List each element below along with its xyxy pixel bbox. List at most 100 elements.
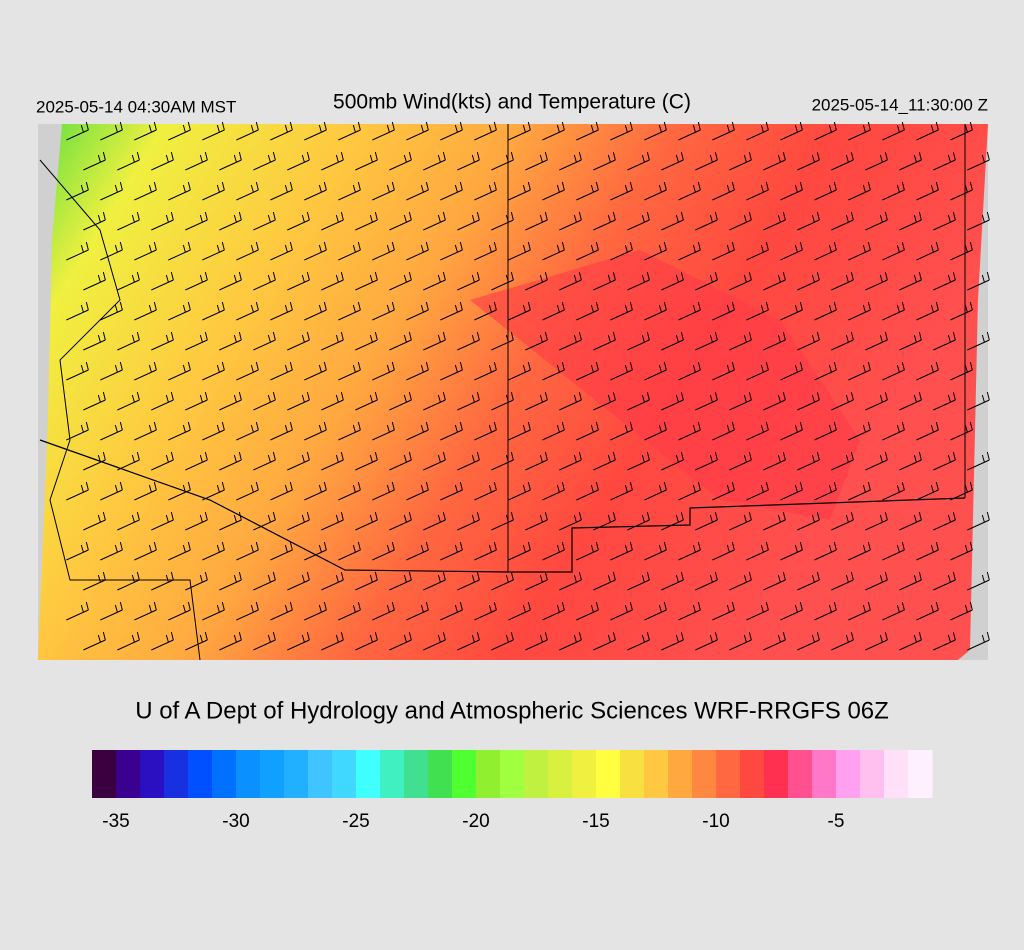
wind-barb [678,121,701,141]
wind-barb [287,511,310,531]
wind-barb [678,541,701,561]
wind-barb [712,361,735,381]
colorbar: -35 -30 -25 -20 -15 -10 -5 [92,750,933,832]
wind-barb [406,541,429,561]
wind-barb [576,121,599,141]
wind-barb [491,211,514,231]
wind-barb [542,361,565,381]
wind-barb [440,601,463,621]
wind-barb [967,391,990,411]
wind-barb [168,301,191,321]
wind-barb [763,331,786,351]
wind-barb [491,511,514,531]
wind-barb [66,541,89,561]
wind-barb [746,361,769,381]
wind-barb [287,451,310,471]
wind-barb [831,631,854,651]
wind-barb [729,391,752,411]
wind-barb [355,391,378,411]
wind-barb [440,121,463,141]
wind-barb [406,421,429,441]
wind-barb [593,211,616,231]
wind-barb [253,631,276,651]
wind-barb [508,601,531,621]
wind-barb [882,541,905,561]
wind-barb [151,571,174,591]
wind-barb [185,391,208,411]
colorbar-swatch [884,750,909,798]
wind-barb [729,451,752,471]
wind-barb [253,271,276,291]
wind-barb [593,631,616,651]
wind-barb [168,601,191,621]
wind-barb [100,481,123,501]
wind-barb [882,121,905,141]
wind-barb [440,181,463,201]
wind-barb [372,541,395,561]
colorbar-tick-label: -10 [702,811,729,832]
wind-barb [627,331,650,351]
wind-barb [678,361,701,381]
wind-barb [644,301,667,321]
wind-barb [100,121,123,141]
wind-barb [865,391,888,411]
wind-barb [219,151,242,171]
wind-barb [168,181,191,201]
colorbar-swatch [500,750,525,798]
wind-barb [865,151,888,171]
wind-barb [134,481,157,501]
wind-barb [474,241,497,261]
wind-barb [202,541,225,561]
wind-barb [83,631,106,651]
wind-barb [746,181,769,201]
wind-barb [831,211,854,231]
wind-barb [151,151,174,171]
wind-barb [814,241,837,261]
wind-barb [100,241,123,261]
wind-barb [270,301,293,321]
wind-barb [219,631,242,651]
wind-barb [202,361,225,381]
wind-barb [134,541,157,561]
wind-barb [746,541,769,561]
wind-barb [848,481,871,501]
wind-barb [66,181,89,201]
wind-barb [661,271,684,291]
wind-barb [865,451,888,471]
wind-barb [814,181,837,201]
wind-barb [950,181,973,201]
wind-barb [644,181,667,201]
wind-barb [270,601,293,621]
wind-barb [933,511,956,531]
wind-barb [848,361,871,381]
wind-barb [151,211,174,231]
wind-barb [865,631,888,651]
wind-barb [423,391,446,411]
wind-barb [406,181,429,201]
wind-barb [950,361,973,381]
wind-barb [253,331,276,351]
wind-barb [950,301,973,321]
wind-barb [202,121,225,141]
wind-barb [83,571,106,591]
wind-barb [270,361,293,381]
wind-barb [848,301,871,321]
wind-barb [270,181,293,201]
wind-barb [542,301,565,321]
wind-barb [287,391,310,411]
colorbar-swatch [644,750,669,798]
wind-barb [933,451,956,471]
wind-barb [882,421,905,441]
wind-barb [338,121,361,141]
wind-barb [287,151,310,171]
wind-barb [474,301,497,321]
wind-barb [627,451,650,471]
colorbar-tick-label: -5 [828,811,845,832]
wind-barb [661,151,684,171]
wind-barb [678,481,701,501]
wind-barb [321,511,344,531]
wind-barb [491,631,514,651]
wind-barb [899,511,922,531]
wind-barb [899,151,922,171]
wind-barb [66,421,89,441]
